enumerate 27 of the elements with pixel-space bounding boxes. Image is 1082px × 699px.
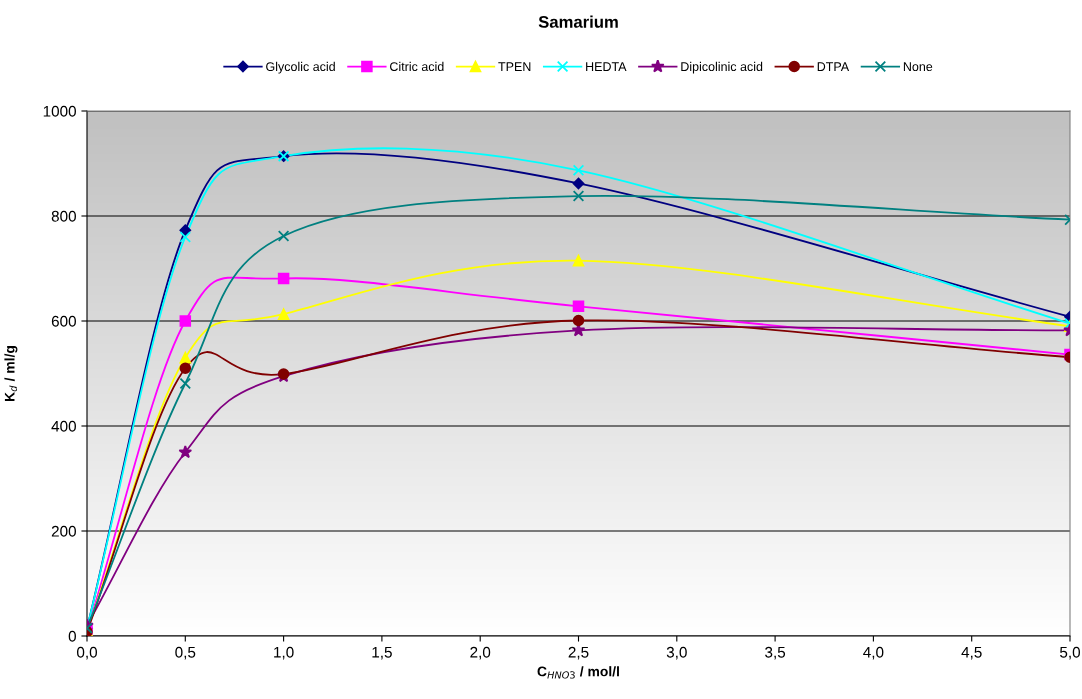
x-tick-label: 4,5 (961, 646, 982, 660)
legend-label: DTPA (817, 62, 850, 71)
x-tick-label: 3,0 (666, 646, 687, 660)
legend-label: Glycolic acid (266, 61, 335, 74)
y-tick-label: 400 (51, 420, 76, 432)
legend-label: None (903, 62, 933, 72)
legend-label: Dipicolinic acid (681, 61, 763, 74)
legend-label: Citric acid (390, 61, 444, 72)
x-tick-label: 0,0 (76, 646, 98, 660)
y-tick-label: 0 (68, 630, 76, 642)
x-tick-label: 4,0 (863, 646, 884, 660)
x-tick-label: 1,5 (372, 646, 392, 660)
x-tick-label: 2,5 (568, 646, 589, 660)
y-axis-title: K$_{d}$ / ml/g (4, 346, 18, 402)
legend-label: HEDTA (586, 62, 627, 71)
x-tick-label: 5,0 (1059, 646, 1081, 660)
x-axis-title: C$_{HNO3}$ / mol/l (537, 666, 619, 679)
y-tick-label: 200 (51, 525, 76, 537)
x-tick-label: 0,5 (175, 646, 196, 660)
x-tick-label: 3,5 (765, 646, 786, 660)
x-tick-label: 1,0 (274, 646, 294, 660)
y-tick-label: 800 (51, 210, 76, 222)
x-tick-label: 2,0 (470, 646, 491, 660)
y-tick-label: 600 (51, 315, 76, 327)
chart-title: Samarium (538, 15, 618, 28)
legend-label: TPEN (498, 62, 531, 71)
y-tick-label: 1000 (43, 105, 76, 117)
